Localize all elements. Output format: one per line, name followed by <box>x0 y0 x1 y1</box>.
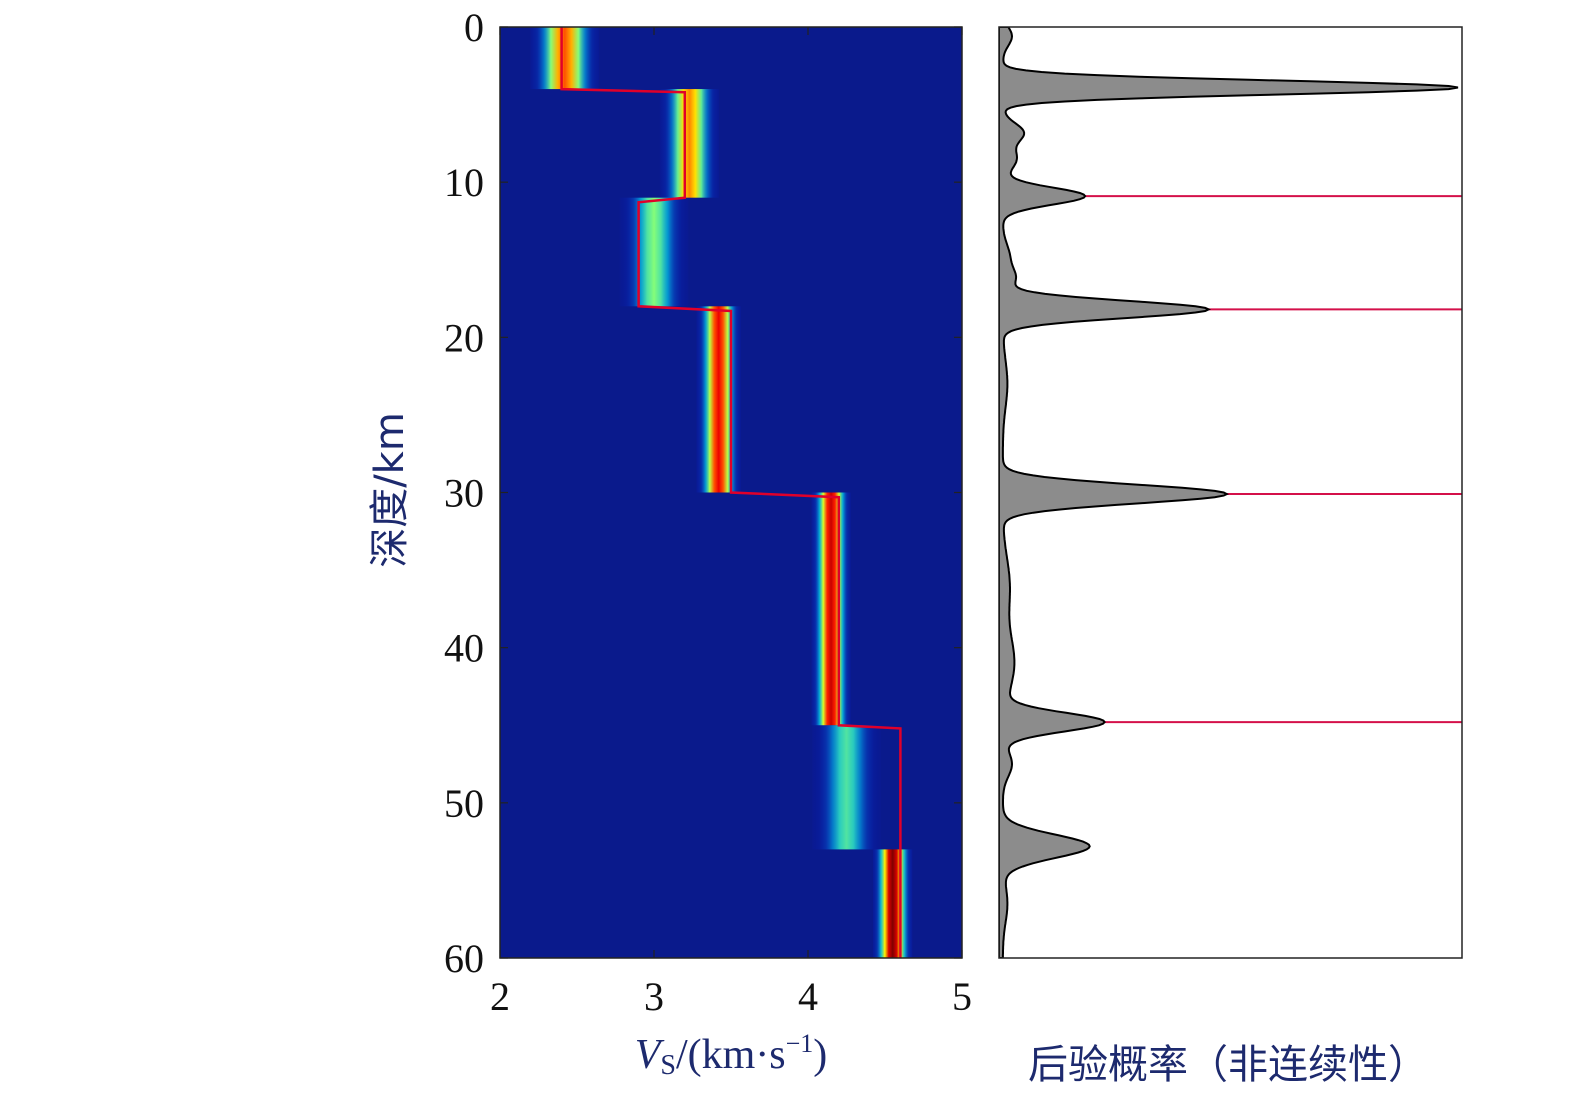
x-axis-title: VS/(km·s−1) <box>635 1029 828 1081</box>
x-axis-title-close: ) <box>813 1032 827 1078</box>
x-axis-title-symbol: V <box>635 1032 665 1078</box>
density-segment <box>659 89 719 198</box>
density-segment <box>696 306 741 493</box>
y-tick-label: 60 <box>444 936 484 981</box>
x-axis-title-unit: /(km·s <box>676 1032 786 1078</box>
x-tick-label: 4 <box>798 974 818 1019</box>
y-tick-label: 10 <box>444 160 484 205</box>
heatmap-density-bands <box>530 27 913 958</box>
y-tick-label: 40 <box>444 626 484 671</box>
heatmap-panel: 0 10 20 30 40 50 60 2 3 4 5 <box>444 5 972 1019</box>
x-tick-label: 5 <box>952 974 972 1019</box>
density-segment <box>619 197 689 307</box>
posterior-x-axis-title: 后验概率（非连续性） <box>1028 1042 1428 1088</box>
posterior-area <box>999 27 1459 958</box>
x-tick-label: 2 <box>490 974 510 1019</box>
posterior-panel <box>998 26 1463 959</box>
x-tick-label: 3 <box>644 974 664 1019</box>
x-axis-title-superscript: −1 <box>786 1029 814 1058</box>
y-tick-label: 0 <box>464 5 484 50</box>
best-model-line <box>560 27 902 958</box>
y-axis-ticks: 0 10 20 30 40 50 60 <box>444 5 962 981</box>
y-tick-label: 30 <box>444 471 484 516</box>
y-tick-label: 20 <box>444 315 484 360</box>
posterior-frame <box>998 26 1463 959</box>
density-segment <box>530 27 600 90</box>
y-tick-label: 50 <box>444 781 484 826</box>
y-axis-title: 深度/km <box>367 412 413 568</box>
density-segment <box>812 725 881 850</box>
x-axis-title-subscript: S <box>660 1050 676 1081</box>
x-axis-ticks: 2 3 4 5 <box>490 27 972 1019</box>
density-segment <box>811 492 851 726</box>
density-segment <box>872 849 913 958</box>
